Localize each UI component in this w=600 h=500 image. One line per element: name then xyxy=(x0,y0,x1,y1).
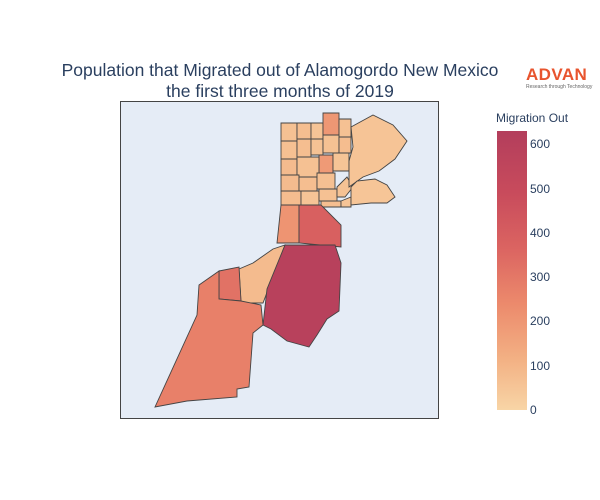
region-n12[interactable] xyxy=(318,154,334,174)
region-n3[interactable] xyxy=(310,122,324,140)
region-n7[interactable] xyxy=(296,138,312,158)
advan-logo: ADVAN Research through Technology xyxy=(526,65,598,91)
region-e-lobe[interactable] xyxy=(350,178,396,206)
colorbar-tick-label: 300 xyxy=(530,270,551,285)
region-n17[interactable] xyxy=(316,172,336,190)
chart-title-line2: the first three months of 2019 xyxy=(166,81,394,101)
region-n6[interactable] xyxy=(280,140,298,160)
region-n11[interactable] xyxy=(280,158,298,176)
colorbar xyxy=(497,131,527,410)
region-strip-w[interactable] xyxy=(276,204,300,244)
colorbar-tick-label: 500 xyxy=(530,181,551,196)
colorbar-tick-label: 100 xyxy=(530,358,551,373)
region-n4[interactable] xyxy=(322,112,340,136)
chart-title-line1: Population that Migrated out of Alamogor… xyxy=(61,60,499,80)
region-n5[interactable] xyxy=(338,118,352,138)
colorbar-tick-label: 600 xyxy=(530,137,551,152)
region-n15[interactable] xyxy=(280,174,300,192)
region-n2[interactable] xyxy=(296,122,312,140)
map-area[interactable] xyxy=(120,101,439,419)
logo-wordmark: ADVAN xyxy=(526,65,588,84)
region-n19[interactable] xyxy=(300,190,320,206)
colorbar-tick-label: 0 xyxy=(530,403,537,417)
colorbar-tick-label: 200 xyxy=(530,314,551,329)
region-sw[interactable] xyxy=(154,270,264,408)
colorbar-title: Migration Out xyxy=(496,111,569,125)
region-small-w[interactable] xyxy=(218,266,242,302)
region-n16[interactable] xyxy=(298,176,318,192)
colorbar-tick-label: 400 xyxy=(530,225,551,240)
region-n21[interactable] xyxy=(320,200,342,208)
region-n10[interactable] xyxy=(338,136,352,154)
region-big-south[interactable] xyxy=(262,244,342,348)
region-strip-e[interactable] xyxy=(298,204,342,248)
region-n13[interactable] xyxy=(296,156,320,178)
region-ne-lobe[interactable] xyxy=(348,114,408,188)
region-n1[interactable] xyxy=(280,122,298,142)
logo-tagline: Research through Technology xyxy=(526,84,593,90)
chart-title: Population that Migrated out of Alamogor… xyxy=(0,60,560,102)
region-n14[interactable] xyxy=(332,152,350,172)
region-n20[interactable] xyxy=(318,188,338,202)
region-n22[interactable] xyxy=(340,196,352,208)
region-n8[interactable] xyxy=(310,138,324,156)
region-n9[interactable] xyxy=(322,134,340,154)
choropleth-map[interactable] xyxy=(121,102,440,420)
region-n18[interactable] xyxy=(280,190,302,206)
